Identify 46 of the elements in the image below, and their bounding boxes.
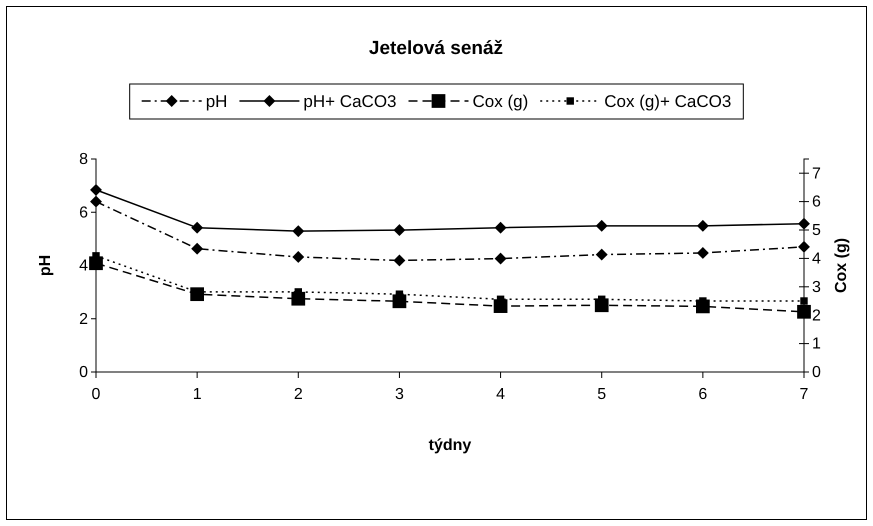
legend-label: Cox (g)+ CaCO3 (604, 92, 732, 111)
point (696, 220, 709, 232)
point (90, 196, 102, 208)
x-tick-label: 0 (92, 386, 101, 404)
y2-tick-label: 1 (812, 336, 821, 353)
point (494, 222, 507, 234)
chart-title: Jetelová senáž (368, 38, 504, 59)
point (798, 240, 810, 253)
y2-axis-title: Cox (g) (833, 238, 850, 294)
y-tick-label: 2 (79, 310, 88, 328)
x-tick-label: 6 (698, 386, 708, 404)
y-axis-title: pH (37, 254, 54, 276)
y2-tick-label: 3 (812, 278, 821, 296)
point (90, 184, 102, 196)
y-tick-label: 8 (79, 151, 88, 168)
point (292, 251, 304, 263)
y-tick-label: 0 (79, 364, 88, 382)
y2-tick-label: 5 (812, 222, 821, 240)
x-tick-label: 5 (597, 386, 606, 404)
legend-label: pH+ CaCO3 (303, 92, 396, 111)
y2-tick-label: 4 (812, 250, 821, 268)
y-tick-label: 6 (79, 204, 88, 222)
x-tick-label: 2 (294, 386, 303, 404)
y2-tick-label: 2 (812, 307, 821, 324)
point (292, 225, 304, 238)
x-tick-label: 1 (192, 386, 202, 404)
point (797, 304, 811, 319)
x-tick-label: 3 (394, 386, 404, 404)
x-tick-label: 4 (496, 386, 506, 404)
point (191, 222, 204, 234)
legend-label: Cox (g) (472, 92, 528, 111)
point (596, 248, 608, 261)
x-tick-label: 7 (800, 386, 809, 404)
point (393, 254, 406, 266)
legend-label: pH (206, 92, 228, 111)
point (596, 220, 608, 232)
y2-tick-label: 7 (812, 165, 821, 182)
y2-tick-label: 0 (812, 364, 821, 382)
point (393, 224, 406, 236)
point (798, 218, 810, 230)
x-axis-title: týdny (428, 437, 472, 454)
point (191, 242, 204, 255)
y2-tick-label: 6 (812, 194, 821, 211)
point (696, 247, 709, 259)
y-tick-label: 4 (79, 258, 88, 275)
point (494, 252, 507, 265)
